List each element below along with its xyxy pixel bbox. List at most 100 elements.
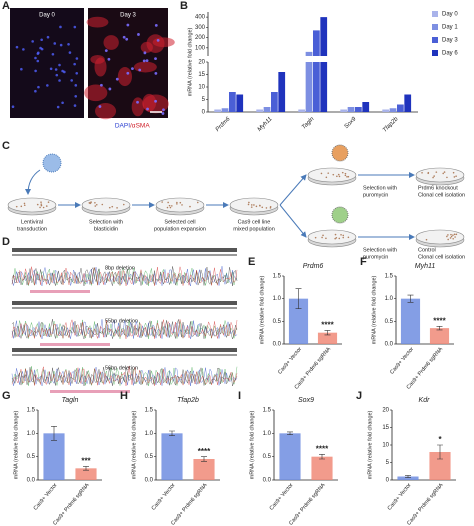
y-tick-label: 10 [198,85,205,91]
chart-title: Myh11 [415,263,436,270]
nucleus [70,79,73,82]
y-tick-label: 300 [195,25,206,31]
cell [179,201,182,204]
diagram-label: transduction [17,226,47,232]
nucleus [154,72,158,75]
cell [259,204,261,207]
y-tick-label: 0.5 [263,454,272,460]
cell [433,175,435,177]
nucleus [73,25,77,29]
cell [168,204,171,207]
chart-title: Tagln [62,397,79,404]
nucleus [63,70,66,74]
significance: *** [81,457,91,466]
nucleus [75,57,79,60]
cell [40,201,42,203]
error-bar [436,326,443,331]
deletion-label: 55bp deletion [105,318,138,324]
cell [338,175,341,178]
bar [161,433,183,480]
x-tick-label: Cas9+ Prdm6 sgRNA [170,482,209,526]
error-bar [51,426,57,441]
nucleus [107,57,111,61]
cell [171,205,173,207]
cell [40,203,43,205]
bar [229,92,236,112]
cell [347,236,350,239]
cell [250,204,253,206]
y-tick-label: 0.5 [273,319,282,325]
panel-label: A [2,0,10,12]
nucleus [51,52,55,56]
error-bar [287,431,293,436]
bar [256,109,264,112]
cell [446,235,448,238]
cell [161,201,163,203]
nucleus [40,38,43,42]
significance: **** [198,447,211,456]
cell [455,233,458,236]
nucleus [20,67,23,71]
cell [446,176,448,179]
x-tick-label: Cas9+ Vector [387,482,413,511]
y-axis-label: mRNA (relative fold change) [249,410,255,479]
cell [342,234,345,237]
nucleus [115,77,119,81]
cell [247,203,250,206]
cell [344,174,347,177]
cell-body [95,103,117,120]
y-axis-label: mRNA (relative fold change) [259,275,265,344]
x-tick-label: Cas9+ Vector [269,482,295,511]
cell [452,171,455,174]
cell [325,237,327,240]
panel-label: E [248,256,255,268]
x-tick-label: Cas9+ Prdm6 sgRNA [406,482,445,526]
y-axis-label: mRNA (relative fold change) [371,275,377,344]
panel-label: G [2,390,11,402]
deletion-label: 56bp deletion [105,365,138,371]
cell [36,203,39,206]
cell [116,207,118,209]
nucleus [34,89,37,93]
nucleus [73,104,77,107]
cell [47,201,50,203]
legend-label: Day 1 [442,25,458,31]
cell-body [117,67,133,87]
bar [278,72,286,112]
deletion-bar [50,390,130,393]
nucleus [154,24,158,27]
cell [443,171,446,173]
dish [81,197,131,213]
diagram-label: puromycin [363,254,388,260]
x-tick-label: Cas9+ Vector [151,482,177,511]
ref-bar [12,348,237,352]
cell [435,171,438,173]
virus [331,206,349,224]
diagram-label: Selection with [89,219,123,225]
nucleus [138,68,142,72]
bar [429,452,451,480]
deletion-bar [30,290,90,293]
y-tick-label: 0 [202,110,206,116]
cell [450,235,453,238]
legend-label: Day 0 [442,12,458,18]
nucleus [74,94,78,98]
cell [176,201,178,204]
diagram-label: puromycin [363,192,388,198]
nucleus [39,46,42,50]
bar [193,459,215,480]
cell [322,234,324,237]
nucleus [146,107,149,111]
bar [397,476,419,480]
nucleus [156,38,160,42]
panel-label: D [2,236,10,248]
cell [450,233,452,236]
align-bar [12,354,237,356]
y-tick-label: 1.0 [27,431,36,437]
error-bar [319,454,325,460]
nucleus [53,42,57,45]
panel-label: F [360,256,367,268]
y-tick-label: 0.0 [145,478,154,484]
cell-body [94,57,107,77]
